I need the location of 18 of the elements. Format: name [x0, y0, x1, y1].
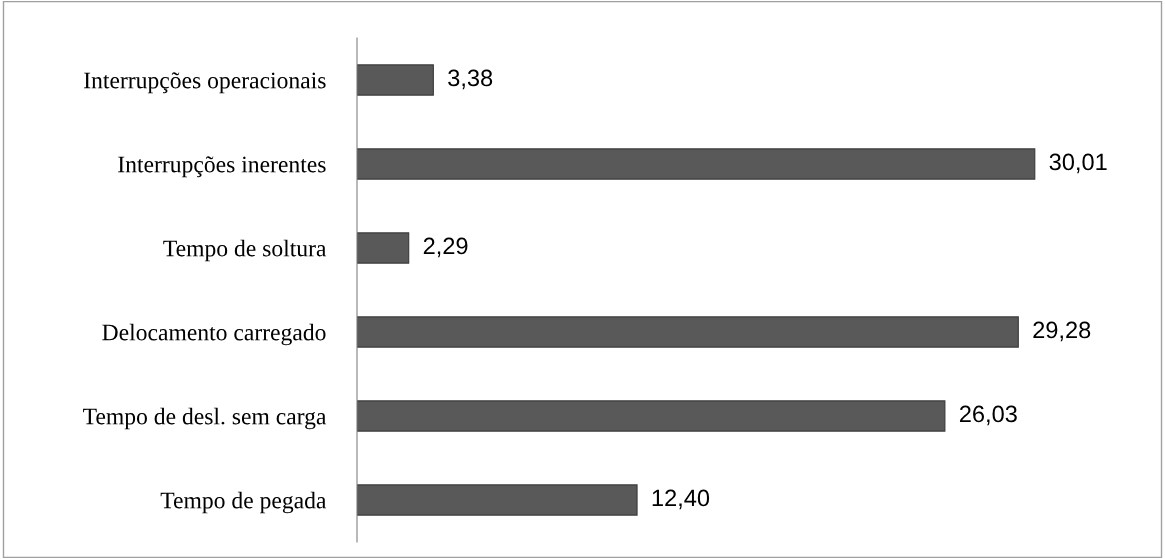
data-label: 29,28: [1033, 321, 1091, 342]
bar: [357, 316, 1019, 348]
bar: [357, 484, 638, 516]
y-tick-label: Interrupções operacionais: [84, 72, 326, 94]
data-label: 30,01: [1049, 153, 1107, 174]
y-tick-label: Tempo de soltura: [163, 239, 327, 262]
bar: [357, 64, 434, 96]
bar: [357, 148, 1036, 180]
y-tick-label: Interrupções inerentes: [118, 156, 326, 178]
y-tick-label: Delocamento carregado: [102, 323, 326, 346]
data-label: 3,38: [448, 69, 493, 90]
bar: [357, 232, 410, 264]
data-label: 2,29: [423, 237, 468, 258]
data-label: 12,40: [652, 489, 710, 510]
bar: [357, 400, 946, 432]
data-label: 26,03: [959, 405, 1017, 426]
y-tick-label: Tempo de pegada: [160, 491, 327, 514]
y-tick-label: Tempo de desl. sem carga: [83, 407, 327, 430]
